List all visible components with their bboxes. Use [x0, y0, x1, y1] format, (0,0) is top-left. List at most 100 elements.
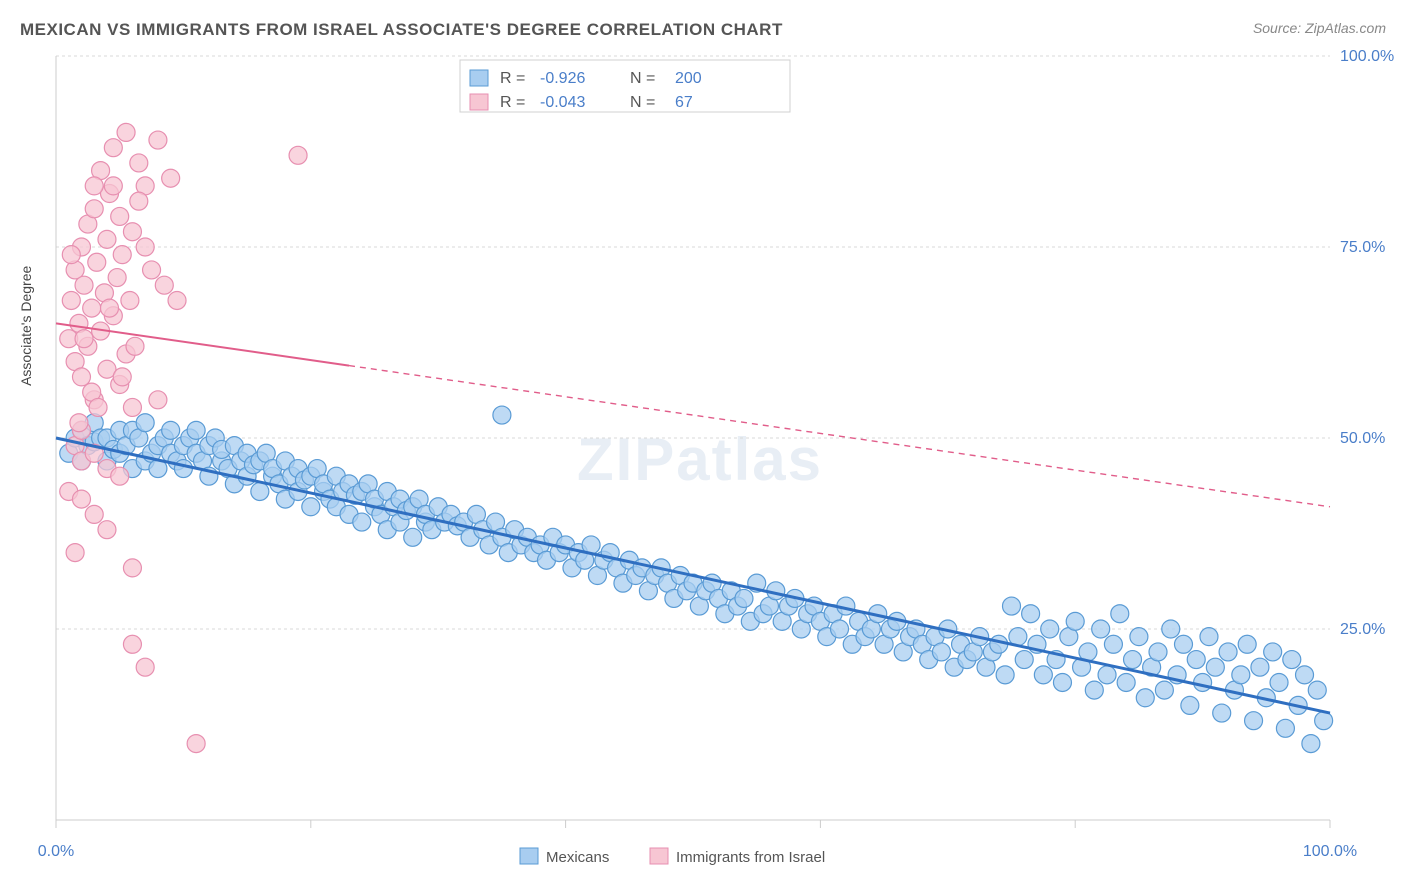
data-point: [89, 398, 107, 416]
data-point: [83, 299, 101, 317]
data-point: [1232, 666, 1250, 684]
data-point: [187, 735, 205, 753]
data-point: [1098, 666, 1116, 684]
data-point: [149, 391, 167, 409]
y-tick-label: 100.0%: [1340, 48, 1394, 65]
data-point: [98, 521, 116, 539]
data-point: [62, 291, 80, 309]
data-point: [62, 246, 80, 264]
data-point: [75, 330, 93, 348]
data-point: [111, 467, 129, 485]
data-point: [108, 269, 126, 287]
data-point: [1206, 658, 1224, 676]
legend-swatch: [470, 94, 488, 110]
data-point: [101, 299, 119, 317]
data-point: [121, 291, 139, 309]
legend-n-label: N =: [630, 70, 655, 87]
data-point: [1187, 651, 1205, 669]
watermark: ZIPatlas: [577, 426, 823, 493]
data-point: [353, 513, 371, 531]
data-point: [831, 620, 849, 638]
legend-swatch: [470, 70, 488, 86]
data-point: [123, 635, 141, 653]
data-point: [162, 169, 180, 187]
data-point: [1130, 628, 1148, 646]
data-point: [130, 154, 148, 172]
data-point: [130, 192, 148, 210]
data-point: [1251, 658, 1269, 676]
data-point: [1296, 666, 1314, 684]
data-point: [1315, 712, 1333, 730]
data-point: [1124, 651, 1142, 669]
legend-n-label: N =: [630, 94, 655, 111]
legend-swatch: [520, 848, 538, 864]
data-point: [1162, 620, 1180, 638]
data-point: [85, 505, 103, 523]
legend-n-value: 67: [675, 94, 693, 111]
data-point: [1149, 643, 1167, 661]
data-point: [1194, 673, 1212, 691]
data-point: [1181, 696, 1199, 714]
data-point: [1238, 635, 1256, 653]
data-point: [88, 253, 106, 271]
data-point: [75, 276, 93, 294]
data-point: [1283, 651, 1301, 669]
data-point: [149, 131, 167, 149]
data-point: [123, 223, 141, 241]
data-point: [996, 666, 1014, 684]
legend-r-label: R =: [500, 94, 525, 111]
data-point: [136, 658, 154, 676]
data-point: [104, 177, 122, 195]
data-point: [85, 200, 103, 218]
data-point: [66, 544, 84, 562]
data-point: [1200, 628, 1218, 646]
data-point: [1015, 651, 1033, 669]
data-point: [136, 238, 154, 256]
data-point: [1053, 673, 1071, 691]
legend-r-value: -0.926: [540, 70, 585, 87]
x-tick-label: 0.0%: [38, 843, 74, 860]
data-point: [932, 643, 950, 661]
legend-swatch: [650, 848, 668, 864]
y-tick-label: 50.0%: [1340, 430, 1385, 447]
data-point: [113, 368, 131, 386]
data-point: [1264, 643, 1282, 661]
trend-line-dashed: [349, 366, 1330, 507]
data-point: [1219, 643, 1237, 661]
data-point: [1085, 681, 1103, 699]
data-point: [1104, 635, 1122, 653]
data-point: [155, 276, 173, 294]
data-point: [1136, 689, 1154, 707]
data-point: [1245, 712, 1263, 730]
legend-n-value: 200: [675, 70, 702, 87]
data-point: [1302, 735, 1320, 753]
data-point: [72, 368, 90, 386]
data-point: [104, 139, 122, 157]
data-point: [1003, 597, 1021, 615]
data-point: [1213, 704, 1231, 722]
legend-label: Immigrants from Israel: [676, 849, 825, 866]
data-point: [123, 398, 141, 416]
data-point: [98, 230, 116, 248]
data-point: [1111, 605, 1129, 623]
data-point: [187, 421, 205, 439]
data-point: [136, 414, 154, 432]
trend-line: [56, 323, 349, 365]
correlation-chart: ZIPatlas25.0%50.0%75.0%100.0%0.0%100.0%R…: [0, 0, 1406, 892]
data-point: [1117, 673, 1135, 691]
data-point: [1174, 635, 1192, 653]
data-point: [72, 490, 90, 508]
data-point: [1041, 620, 1059, 638]
legend-r-value: -0.043: [540, 94, 585, 111]
data-point: [735, 589, 753, 607]
data-point: [162, 421, 180, 439]
data-point: [1270, 673, 1288, 691]
data-point: [168, 291, 186, 309]
data-point: [251, 482, 269, 500]
legend-r-label: R =: [500, 70, 525, 87]
y-tick-label: 75.0%: [1340, 239, 1385, 256]
data-point: [289, 146, 307, 164]
data-point: [174, 460, 192, 478]
data-point: [1066, 612, 1084, 630]
data-point: [1155, 681, 1173, 699]
